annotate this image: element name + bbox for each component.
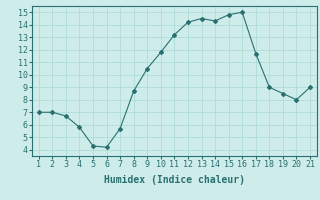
X-axis label: Humidex (Indice chaleur): Humidex (Indice chaleur) xyxy=(104,175,245,185)
